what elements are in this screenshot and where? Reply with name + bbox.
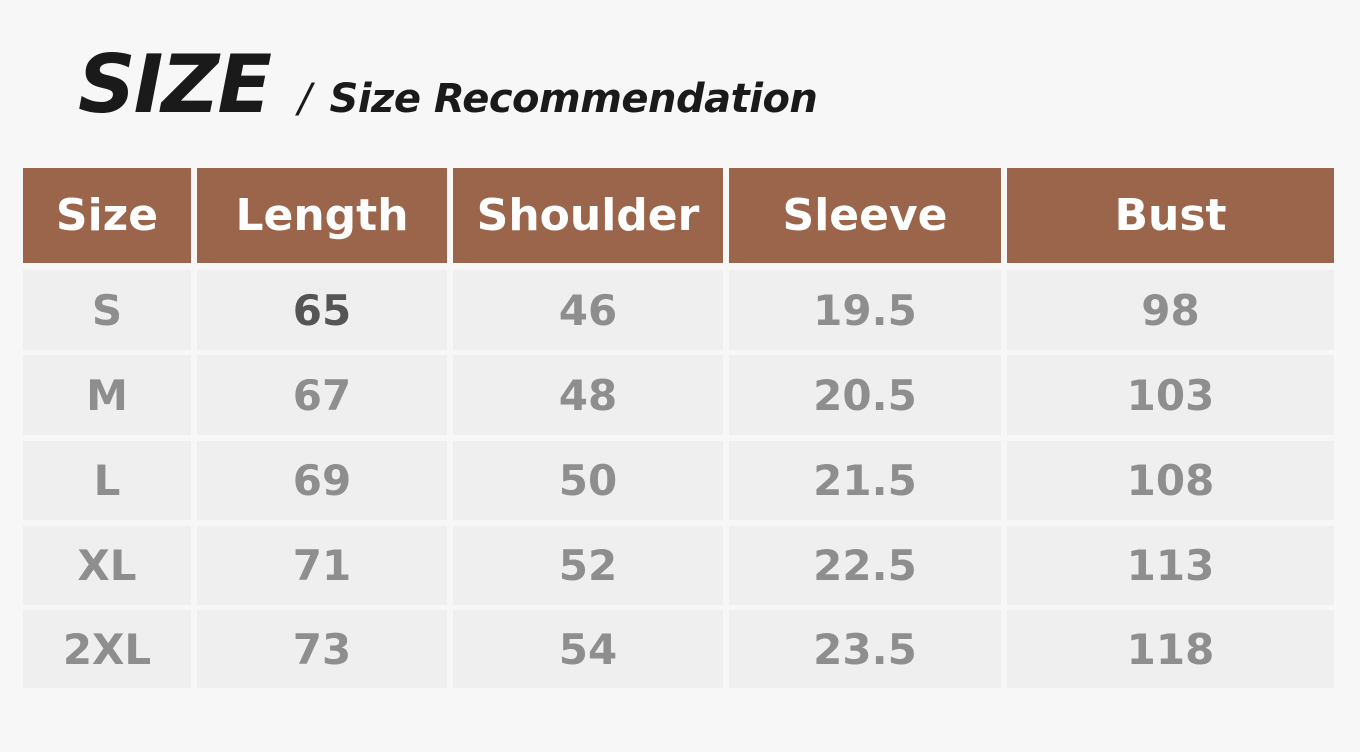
table-cell: 69 [197, 441, 447, 520]
table-cell: 19.5 [729, 270, 1001, 350]
size-label-cell: 2XL [23, 610, 191, 688]
table-cell: 54 [453, 610, 723, 688]
header-cell: Bust [1007, 168, 1334, 263]
header-cell: Size [23, 168, 191, 263]
header-cell: Sleeve [729, 168, 1001, 263]
table-cell: 113 [1007, 526, 1334, 605]
header-cell: Shoulder [453, 168, 723, 263]
table-cell: 22.5 [729, 526, 1001, 605]
title-subtitle: Size Recommendation [329, 76, 818, 122]
table-cell: 52 [453, 526, 723, 605]
table-cell: 20.5 [729, 355, 1001, 435]
table-cell: 65 [197, 270, 447, 350]
table-cell: 118 [1007, 610, 1334, 688]
table-cell: 67 [197, 355, 447, 435]
header-cell: Length [197, 168, 447, 263]
size-label-cell: L [23, 441, 191, 520]
table-cell: 73 [197, 610, 447, 688]
table-cell: 21.5 [729, 441, 1001, 520]
table-cell: 71 [197, 526, 447, 605]
table-cell: 50 [453, 441, 723, 520]
page-title: SIZE / Size Recommendation [78, 38, 818, 131]
title-separator: / [298, 76, 312, 122]
table-cell: 108 [1007, 441, 1334, 520]
table-cell: 98 [1007, 270, 1334, 350]
size-label-cell: S [23, 270, 191, 350]
size-label-cell: XL [23, 526, 191, 605]
table-cell: 23.5 [729, 610, 1001, 688]
table-cell: 48 [453, 355, 723, 435]
table-cell: 103 [1007, 355, 1334, 435]
table-cell: 46 [453, 270, 723, 350]
title-main: SIZE [78, 38, 272, 131]
size-label-cell: M [23, 355, 191, 435]
